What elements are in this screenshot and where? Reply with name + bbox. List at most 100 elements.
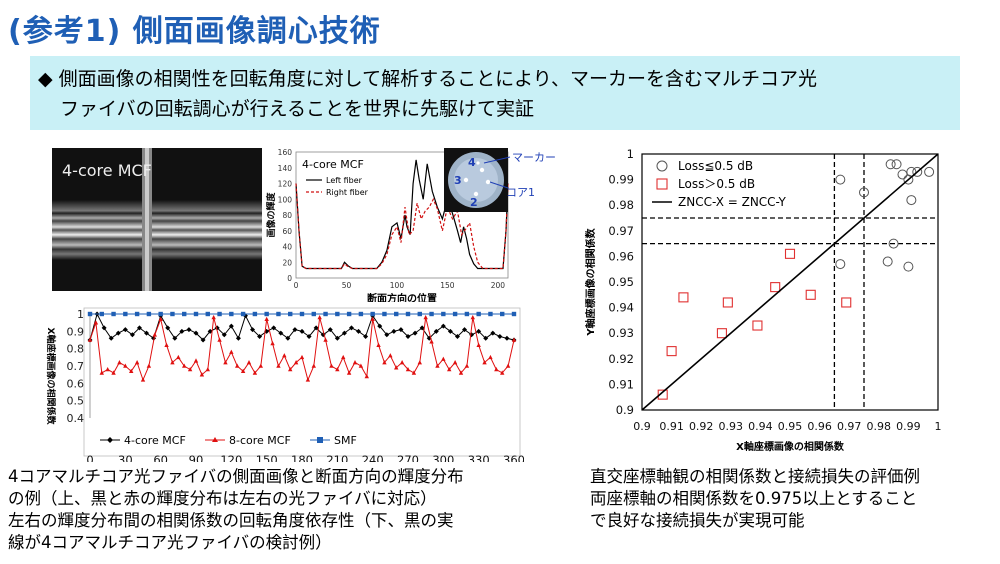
data-point: [417, 360, 422, 365]
x-axis-label: 断面方向の位置: [367, 292, 437, 305]
x-tick-label: 0.93: [719, 420, 744, 433]
data-point: [123, 311, 128, 317]
legend-label: Loss＞0.5 dB: [678, 177, 755, 191]
data-point: [399, 360, 405, 365]
data-point: [278, 330, 284, 336]
data-point: [912, 166, 923, 177]
x-tick-label: 0.96: [807, 420, 832, 433]
data-point: [207, 328, 213, 334]
y-tick-label: 0.5: [67, 395, 85, 408]
data-point: [323, 311, 328, 317]
data-point: [282, 353, 287, 358]
x-tick-label: 200: [491, 281, 506, 290]
data-point: [429, 339, 434, 344]
data-point: [146, 363, 152, 368]
x-tick-label: 0.94: [748, 420, 773, 433]
y-tick-label: 120: [278, 180, 293, 189]
data-point: [435, 363, 440, 368]
data-point: [358, 363, 364, 368]
data-point: [440, 323, 446, 329]
data-point: [144, 330, 150, 336]
data-point: [405, 334, 411, 340]
data-point: [323, 337, 328, 342]
data-point: [115, 330, 121, 336]
x-tick-label: 180: [291, 453, 313, 462]
data-point: [252, 370, 258, 375]
data-point: [250, 327, 256, 333]
data-point: [464, 363, 470, 368]
data-point: [924, 166, 935, 177]
caption-left-line: 線が4コアマルチコア光ファイバの検討例）: [8, 533, 332, 552]
data-point: [270, 340, 275, 346]
data-point: [511, 337, 517, 342]
x-tick-label: 90: [189, 453, 204, 462]
core-number-4: 4: [468, 156, 476, 169]
data-point: [193, 358, 199, 363]
data-point: [211, 314, 216, 320]
data-point: [276, 311, 281, 317]
data-point: [447, 328, 453, 334]
series-line-left-fiber: [295, 159, 509, 270]
y-axis-label: Y軸座標画像の相関係数: [584, 227, 597, 336]
data-point: [341, 354, 346, 360]
data-point: [370, 311, 375, 317]
data-point: [784, 248, 796, 259]
data-point: [288, 366, 293, 372]
data-point: [348, 325, 354, 331]
data-point: [193, 311, 199, 317]
data-point: [311, 363, 316, 368]
y-tick-label: 0.98: [608, 198, 634, 212]
data-point: [511, 311, 517, 317]
core-number-2: 2: [470, 196, 478, 209]
data-point: [476, 311, 481, 317]
data-point: [770, 282, 781, 293]
x-tick-label: 360: [503, 453, 524, 462]
data-point: [176, 354, 181, 360]
data-point: [235, 363, 240, 368]
x-tick-label: 270: [397, 453, 419, 462]
data-point: [313, 325, 319, 331]
data-point: [292, 327, 298, 333]
legend-label: 4-core MCF: [124, 434, 186, 447]
y-tick-label: 0: [287, 274, 292, 283]
banner-text-2: ファイバの回転調心が行えることを世界に先駆けて実証: [60, 98, 535, 120]
summary-banner: ◆ 側面画像の相関性を回転角度に対して解析することにより、マーカーを含むマルチコ…: [30, 56, 960, 130]
y-tick-label: 0.93: [608, 326, 634, 340]
core-pointer: [489, 181, 509, 189]
data-point: [187, 366, 193, 372]
scatter-chart: 0.9 0.91 0.92 0.93 0.94 0.95 0.96 0.97 0.98 0.99 1…: [580, 142, 960, 460]
data-point: [447, 366, 452, 372]
diagonal-line: [641, 153, 939, 411]
x-tick-label: 0.98: [867, 420, 892, 433]
legend-marker: [656, 178, 668, 190]
data-point: [134, 360, 140, 365]
data-point: [134, 311, 140, 317]
caption-left-line: の例（上、黒と赤の輝度分布は左右の光ファイバに対応）: [8, 489, 437, 508]
data-point: [364, 373, 369, 379]
data-point: [716, 328, 727, 339]
data-point: [405, 366, 411, 372]
data-point: [136, 325, 142, 331]
x-tick-label: 30: [118, 453, 133, 462]
data-point: [657, 389, 668, 400]
data-point: [285, 335, 291, 341]
caption-right: 直交座標軸観の相関係数と接続損失の評価例 両座標軸の相関係数を0.975以上とす…: [590, 466, 920, 532]
data-point: [494, 366, 499, 372]
data-point: [199, 372, 205, 377]
data-point: [752, 320, 763, 331]
data-point: [417, 311, 422, 317]
banner-line-1: ◆ 側面画像の相関性を回転角度に対して解析することにより、マーカーを含むマルチコ…: [38, 64, 817, 91]
data-point: [382, 360, 387, 365]
data-point: [429, 311, 434, 317]
data-point: [276, 363, 281, 368]
data-point: [205, 311, 210, 317]
data-point: [423, 314, 428, 320]
data-point: [363, 334, 369, 340]
brightness-chart: 0 20 40 60 80 100 120 140 160 0 50 100 150 200 断面方向の位置…: [262, 142, 522, 310]
data-point: [476, 328, 482, 334]
legend-marker: [317, 437, 323, 443]
y-tick-label: 0.94: [608, 301, 634, 315]
data-point: [317, 314, 322, 320]
legend-marker: [107, 437, 113, 443]
data-point: [376, 342, 381, 347]
